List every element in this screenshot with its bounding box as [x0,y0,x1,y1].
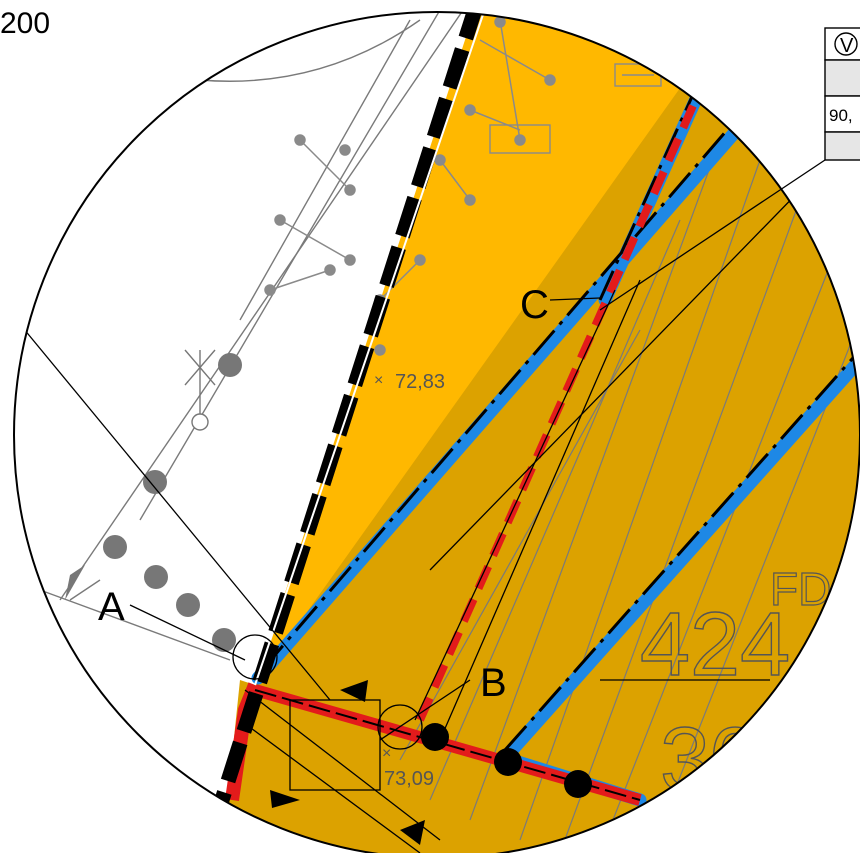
legend-symbol: V [840,35,854,57]
elevation-label-2: 73,09 [384,768,434,790]
black-dashed-boundary [197,12,486,853]
dash-dot-lines [260,89,860,751]
legend-value: 90, [829,106,853,125]
grey-plan-lines [39,12,471,661]
grey-network [264,16,556,356]
elevation-label-1: 72,83 [395,371,445,393]
survey-points [421,723,592,798]
zone-code: FD [770,563,831,615]
scale-label: 200 [0,7,50,40]
label-c: C [520,283,549,327]
elevation-mark-2: × [382,745,391,762]
thin-construction-lines [14,179,811,853]
parcel-number: 424 [640,595,790,695]
legend-box: V 90, [599,27,860,311]
tree-symbols [103,353,242,652]
label-a: A [98,585,125,629]
label-b: B [480,661,507,705]
elevation-mark-1: × [374,372,383,389]
